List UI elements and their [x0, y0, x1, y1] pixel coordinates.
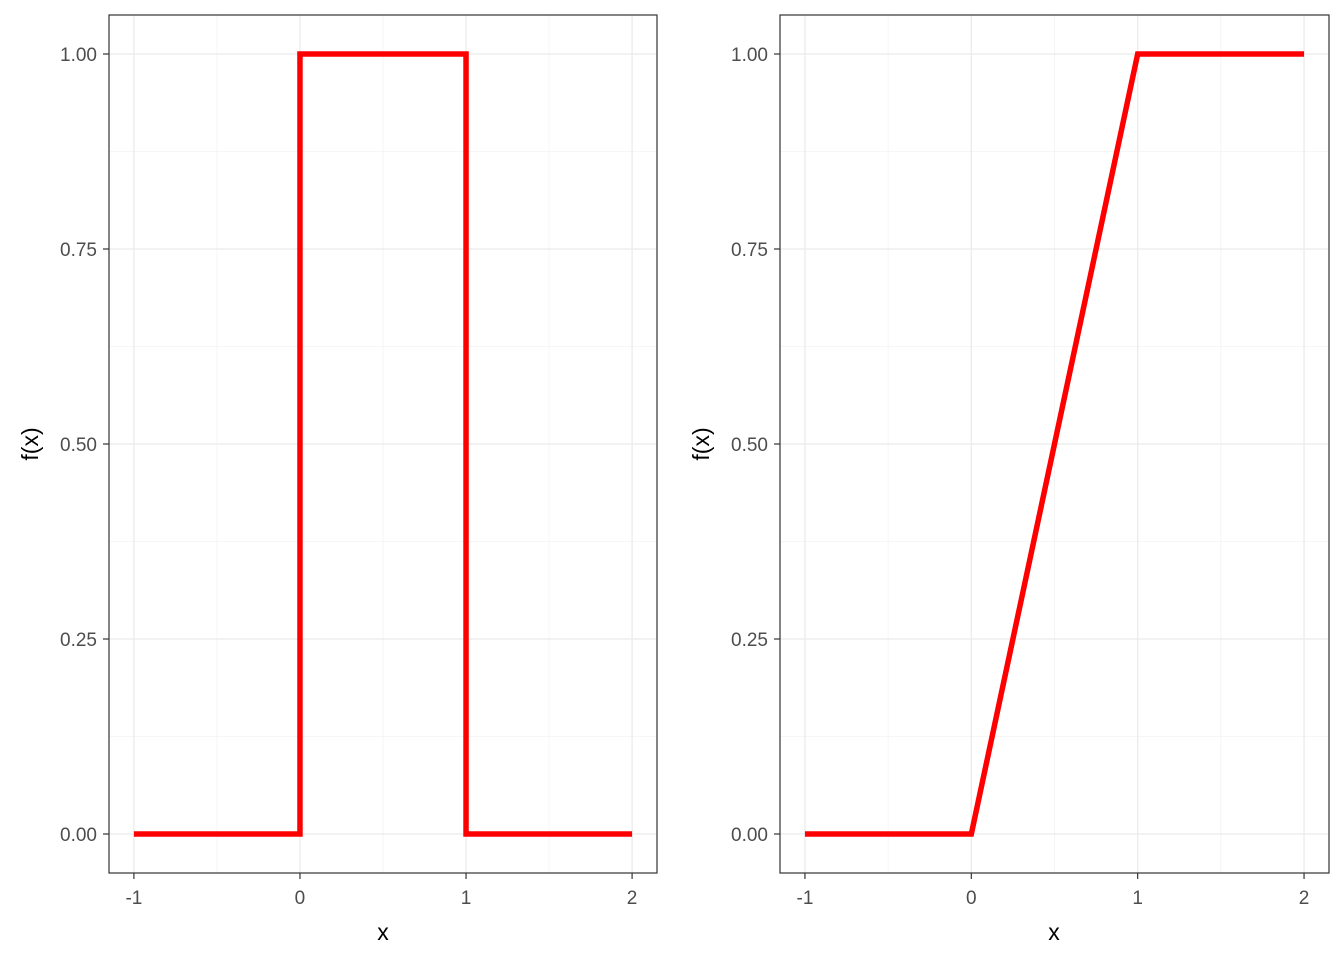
left-x-tick-label: 2 [627, 888, 638, 909]
right-y-tick-label: 0.25 [731, 630, 768, 651]
left-x-axis-title: x [377, 919, 389, 945]
left-y-tick-label: 0.75 [60, 240, 97, 261]
left-y-tick-label: 0.50 [60, 435, 97, 456]
left-y-tick-label: 1.00 [60, 45, 97, 66]
right-y-tick-label: 0.00 [731, 825, 768, 846]
right-series-line [804, 51, 1305, 837]
right-x-axis-title: x [1048, 919, 1060, 945]
left-x-tick-label: 1 [461, 888, 472, 909]
right-y-tick-label: 0.75 [731, 240, 768, 261]
right-y-tick-label: 1.00 [731, 45, 768, 66]
right-y-axis-title: f(x) [688, 427, 714, 460]
left-x-tick-label: -1 [125, 888, 142, 909]
left-y-tick-label: 0.25 [60, 630, 97, 651]
right-y-tick-label: 0.50 [731, 435, 768, 456]
right-x-tick-label: -1 [797, 888, 814, 909]
right-chart: -1 0 1 2 0.00 0.25 0.50 0.75 1.00 x f(x) [688, 14, 1330, 945]
right-x-tick-label: 2 [1299, 888, 1310, 909]
left-y-tick-label: 0.00 [60, 825, 97, 846]
left-chart: -1 0 1 2 0.00 0.25 0.50 0.75 1.00 x f(x) [17, 14, 658, 945]
left-series-line [133, 51, 633, 837]
left-x-tick-label: 0 [295, 888, 306, 909]
left-y-axis-title: f(x) [17, 427, 43, 460]
right-x-tick-label: 0 [966, 888, 977, 909]
right-x-tick-label: 1 [1132, 888, 1143, 909]
